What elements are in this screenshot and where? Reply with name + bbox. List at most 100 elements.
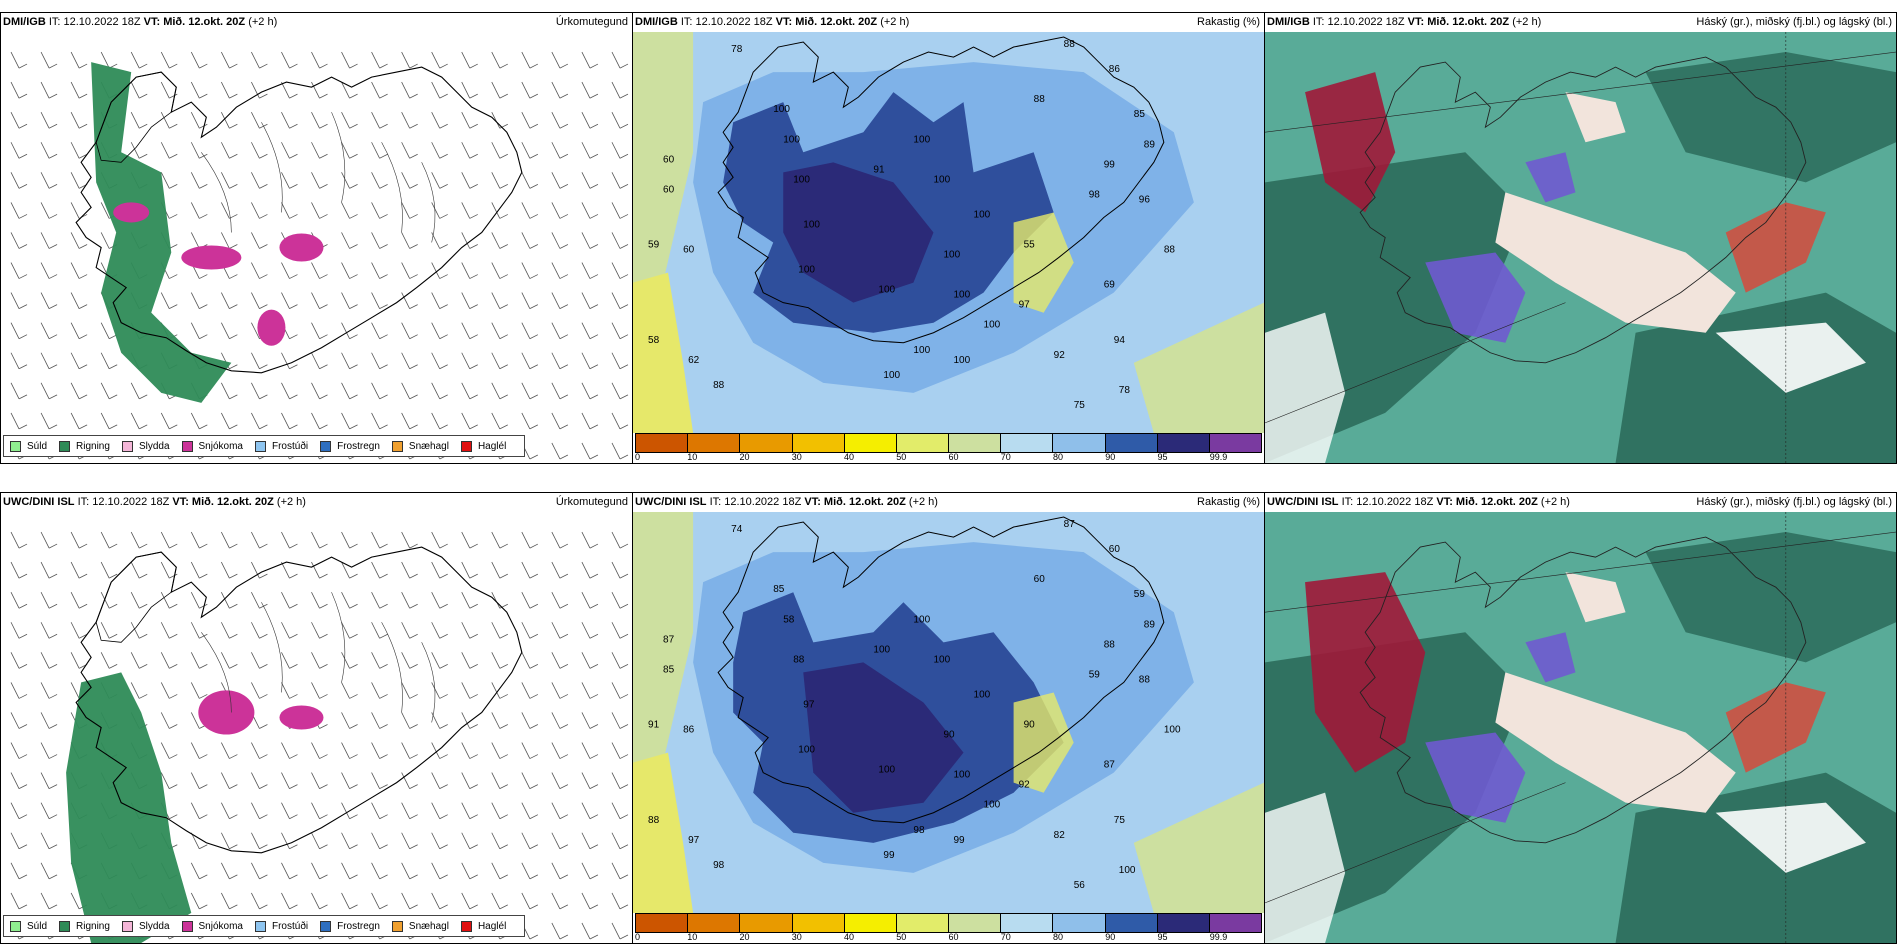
rh-contour-label: 100 <box>913 134 930 145</box>
colorbar-segment <box>792 914 845 932</box>
panel-header: UWC/DINI ISL IT: 12.10.2022 18Z VT: Mið.… <box>1267 493 1892 512</box>
legend-swatch <box>121 440 133 452</box>
model-name: DMI/IGB <box>635 16 678 28</box>
valid-time: Mið. 12.okt. 20Z <box>163 16 246 28</box>
rh-contour-label: 88 <box>1139 674 1151 685</box>
colorbar-tick: 50 <box>896 932 907 942</box>
snow-area <box>198 690 255 735</box>
legend-swatch <box>59 440 71 452</box>
rh-band-max <box>783 162 934 303</box>
clouds-map <box>1265 512 1896 943</box>
rh-contour-label: 60 <box>663 154 675 165</box>
rh-band-low <box>633 272 694 433</box>
rh-contour-label: 91 <box>873 164 885 175</box>
clouds-map-svg <box>1265 32 1896 463</box>
rh-contour-label: 59 <box>1089 669 1101 680</box>
init-time: IT: 12.10.2022 18Z <box>680 16 773 28</box>
panel-precip-row2: UWC/DINI ISL IT: 12.10.2022 18Z VT: Mið.… <box>0 492 633 944</box>
rh-contour-label: 100 <box>783 134 800 145</box>
colorbar-tick: 0 <box>635 932 641 942</box>
snow-area <box>113 202 150 223</box>
colorbar-tick: 60 <box>948 452 959 462</box>
colorbar-segment <box>949 914 1002 932</box>
colorbar-segment <box>1105 914 1158 932</box>
legend-item: Frostúði <box>254 440 308 452</box>
colorbar-tick: 95 <box>1157 452 1168 462</box>
colorbar-tick: 40 <box>844 452 855 462</box>
rh-contour-label: 100 <box>798 745 815 756</box>
panel-header: UWC/DINI ISL IT: 12.10.2022 18Z VT: Mið.… <box>635 493 1260 512</box>
rh-contour-label: 60 <box>683 245 695 256</box>
vt-label: VT: <box>143 16 161 28</box>
valid-time: Mið. 12.okt. 20Z <box>1427 16 1510 28</box>
coastline <box>75 546 523 854</box>
rh-contour-label: 87 <box>1104 760 1116 771</box>
legend-label: Frostregn <box>337 440 380 452</box>
legend-item: Frostregn <box>320 920 380 932</box>
rain-area <box>66 672 192 943</box>
rh-contour-label: 74 <box>731 524 743 535</box>
rh-contour-label: 82 <box>1054 830 1066 841</box>
grid-lines <box>1265 32 1896 463</box>
init-time: IT: 12.10.2022 18Z <box>48 16 141 28</box>
colorbar-segment <box>896 914 950 932</box>
model-name: DMI/IGB <box>3 16 46 28</box>
vt-label: VT: <box>1407 16 1425 28</box>
rh-contour-label: 60 <box>663 184 675 195</box>
rh-contour-label: 88 <box>1164 245 1176 256</box>
colorbar-tick: 80 <box>1053 452 1064 462</box>
colorbar-segment <box>1157 914 1210 932</box>
panel-title: Úrkomutegund <box>555 16 628 28</box>
rh-contour-label: 100 <box>798 265 815 276</box>
rh-contour-label: 90 <box>943 730 955 741</box>
rh-contour-label: 69 <box>1104 280 1116 291</box>
model-name: DMI/IGB <box>1267 16 1310 28</box>
colorbar-tick: 90 <box>1105 452 1116 462</box>
legend-item: Frostregn <box>320 440 380 452</box>
init-time: IT: 12.10.2022 18Z <box>1312 16 1405 28</box>
panel-header: UWC/DINI ISL IT: 12.10.2022 18Z VT: Mið.… <box>3 493 628 512</box>
colorbar-segment <box>688 434 741 452</box>
rh-contour-label: 60 <box>1034 574 1046 585</box>
init-time: IT: 12.10.2022 18Z <box>709 496 802 508</box>
rh-band-mid <box>1133 782 1264 913</box>
vt-label: VT: <box>775 16 793 28</box>
legend-label: Slydda <box>138 920 170 932</box>
rh-contour-label: 59 <box>1134 589 1146 600</box>
legend-swatch <box>391 920 403 932</box>
precip-map: Súld Rigning Slydda Snjókoma Frostúði Frostre… <box>1 512 632 943</box>
rh-contour-label: 100 <box>773 104 790 115</box>
rh-colorbar: 0 10 20 30 40 50 60 70 80 90 95 99.9 <box>633 433 1264 463</box>
rh-contour-label: 88 <box>1104 639 1116 650</box>
rivers <box>201 112 436 243</box>
rh-contour-label: 100 <box>974 209 991 220</box>
legend-label: Súld <box>27 440 48 452</box>
coastline <box>717 36 1165 344</box>
legend-swatch <box>10 440 21 452</box>
precip-legend: Súld Rigning Slydda Snjókoma Frostúði Frostre… <box>3 435 526 457</box>
rh-contour-label: 100 <box>974 689 991 700</box>
legend-label: Haglél <box>477 440 507 452</box>
legend-swatch <box>121 920 133 932</box>
panel-title: Úrkomutegund <box>555 496 628 508</box>
precip-map-svg <box>1 512 632 943</box>
rh-contour-label: 85 <box>1134 109 1146 120</box>
clear-area <box>1495 192 1736 333</box>
legend-item: Súld <box>10 920 48 932</box>
lead-offset: (+2 h) <box>276 496 306 508</box>
rh-contour-label: 98 <box>1089 189 1101 200</box>
rh-contour-label: 90 <box>1024 720 1036 731</box>
legend-swatch <box>320 920 332 932</box>
init-time: IT: 12.10.2022 18Z <box>1341 496 1434 508</box>
legend-label: Rigning <box>76 440 110 452</box>
colorbar-segment <box>1105 434 1158 452</box>
legend-label: Súld <box>27 920 48 932</box>
valid-time: Mið. 12.okt. 20Z <box>795 16 878 28</box>
rh-contour-label: 99 <box>1104 159 1116 170</box>
colorbar-segment <box>1001 914 1054 932</box>
precip-legend: Súld Rigning Slydda Snjókoma Frostúði Frostre… <box>3 915 526 937</box>
rh-contour-label: 98 <box>913 825 925 836</box>
legend-label: Snjókoma <box>198 440 243 452</box>
rh-map-svg: 74 87 60 60 59 89 88 59 88 87 85 91 86 88 97 98 85 58 88 97… <box>633 512 1264 913</box>
legend-label: Snæhagl <box>408 440 449 452</box>
